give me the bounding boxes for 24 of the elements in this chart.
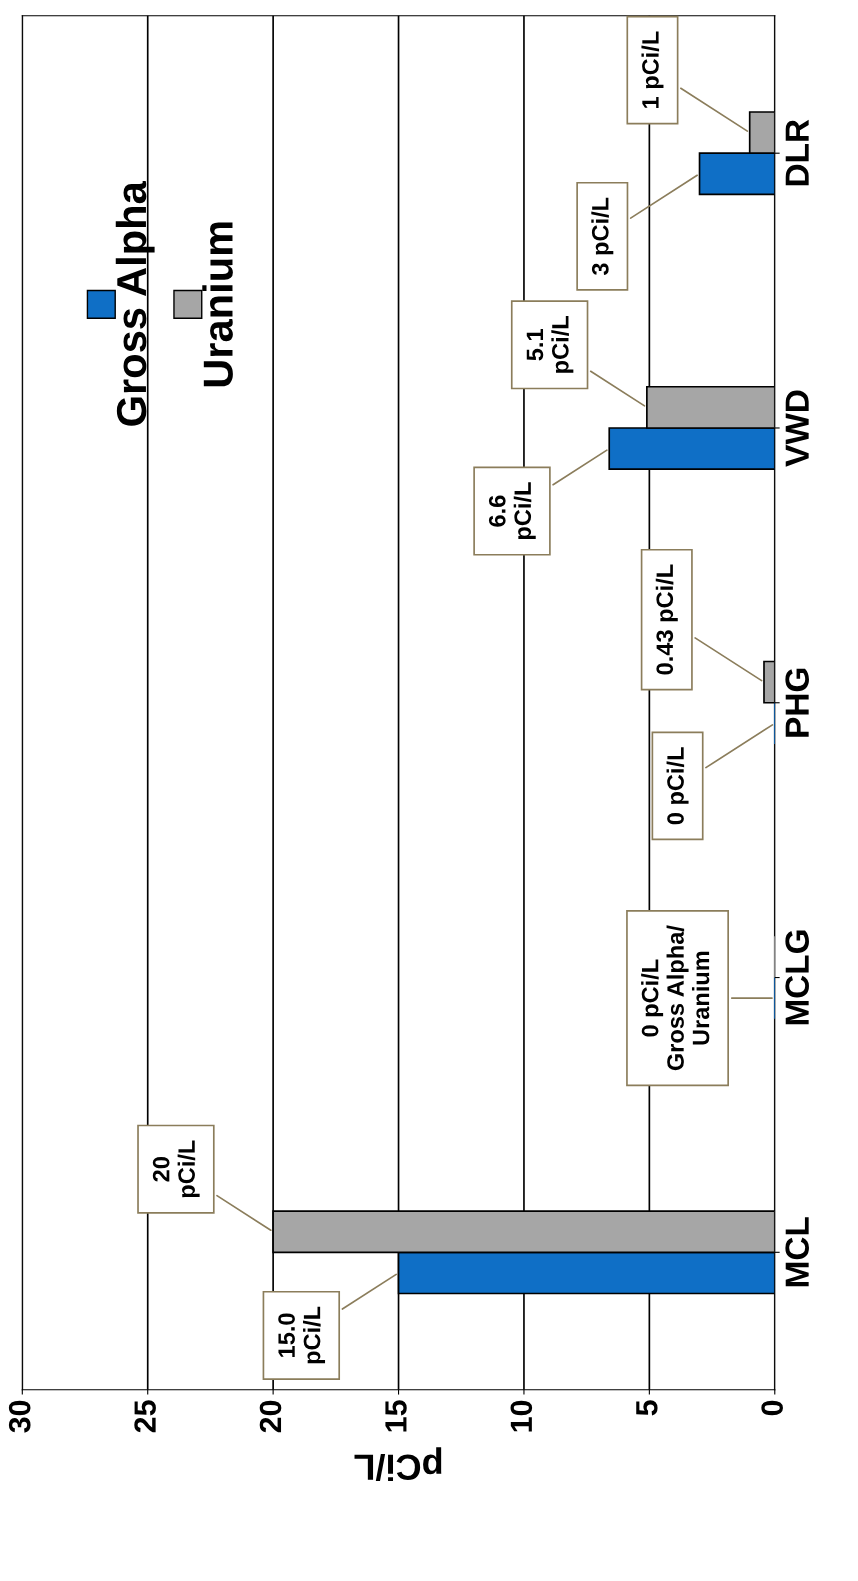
y-tick-label: PHG [785, 668, 809, 737]
legend-label: Gross Alpha [115, 180, 155, 426]
x-tick-label: 20 [259, 1400, 282, 1433]
data-label: 0 pCi/L [666, 747, 689, 825]
data-label: 20 pCi/L [152, 1140, 200, 1198]
y-tick-label: VWD [785, 390, 809, 467]
data-label: 15.0 pCi/L [278, 1306, 326, 1364]
x-tick-label: 0 [761, 1400, 783, 1416]
data-label: 0.43 pCi/L [655, 564, 678, 675]
x-axis-title: pCi/L [354, 1447, 442, 1481]
legend-label: Uranium [202, 222, 233, 387]
data-label: 5.1 pCi/L [526, 316, 574, 373]
y-tick-label: DLR [785, 119, 809, 186]
data-label: 1 pCi/L [641, 31, 664, 108]
data-label: 0 pCi/L Gross Alpha/ Uranium [641, 925, 710, 1071]
x-tick-label: 5 [636, 1400, 658, 1416]
y-tick-label: MCLG [785, 930, 809, 1025]
x-tick-label: 15 [385, 1400, 407, 1432]
x-tick-label: 25 [134, 1400, 156, 1433]
y-tick-label: MCL [785, 1217, 809, 1287]
data-label: 6.6 pCi/L [488, 482, 536, 540]
x-tick-label: 10 [510, 1400, 533, 1432]
x-tick-label: 30 [8, 1400, 31, 1433]
data-label: 3 pCi/L [591, 197, 614, 276]
